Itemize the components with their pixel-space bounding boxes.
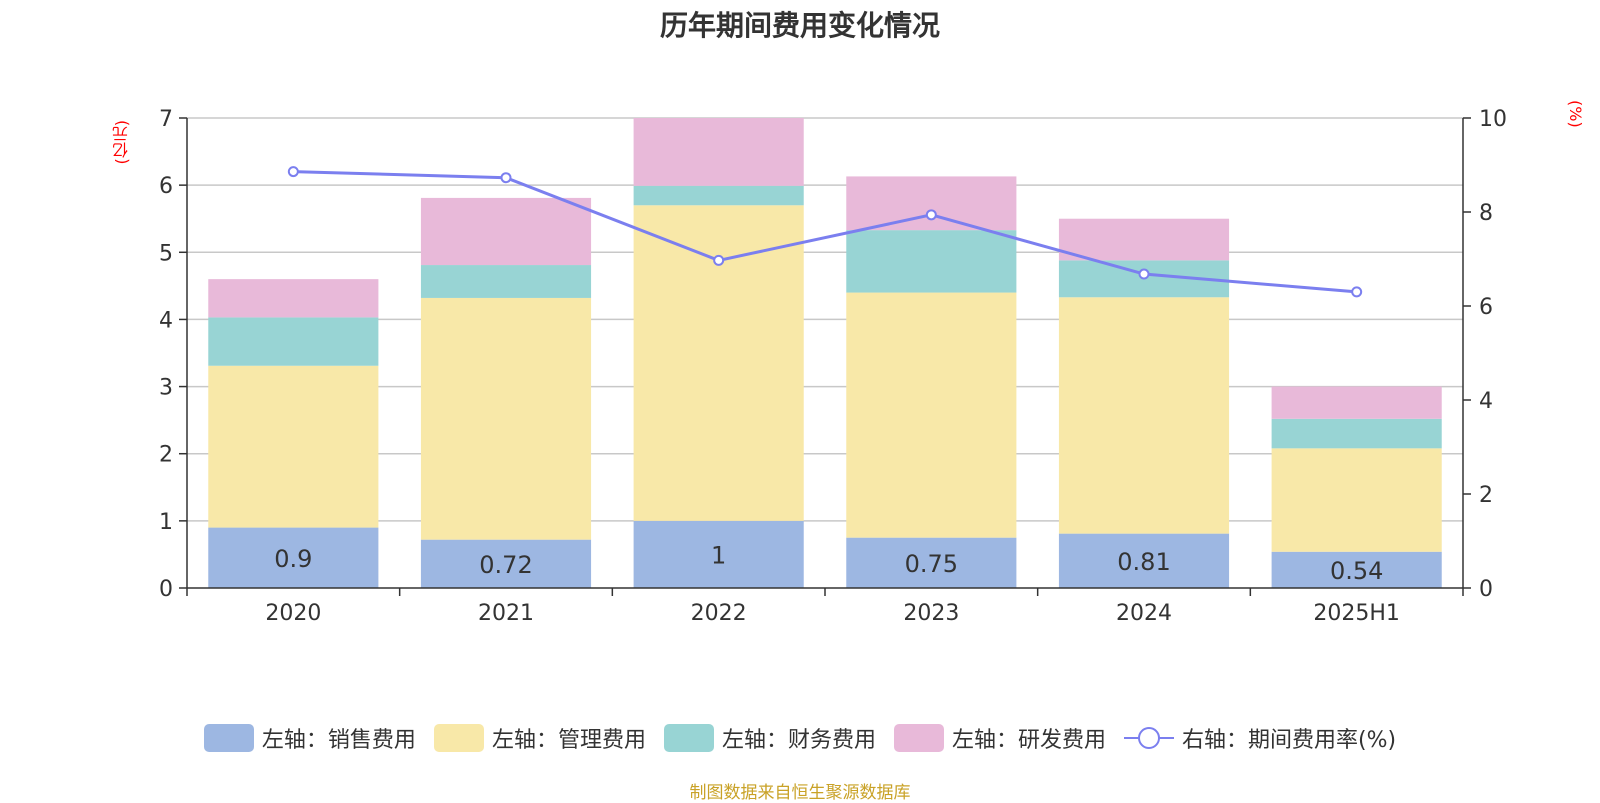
bar-data-label: 0.75: [905, 550, 958, 578]
left-axis-tick-label: 3: [159, 376, 173, 401]
legend-item-sales[interactable]: 左轴：销售费用: [203, 722, 416, 754]
bar-segment: [1271, 551, 1442, 588]
legend-item-admin[interactable]: 左轴：管理费用: [433, 722, 646, 754]
expense-rate-point: [925, 209, 937, 221]
left-axis-tick-label: 6: [159, 174, 173, 199]
expense-rate-point: [500, 172, 512, 184]
bar-segment: [1058, 533, 1230, 588]
bar-data-label: 1: [711, 541, 726, 569]
bar-segment: [633, 205, 804, 521]
x-axis-tick-label: 2025H1: [1313, 601, 1400, 626]
bar-segment: [420, 539, 592, 588]
bar-segment: [846, 537, 1017, 588]
left-axis-tick-label: 4: [159, 308, 173, 333]
bar-segment: [420, 265, 592, 298]
left-axis-tick-label: 2: [159, 443, 173, 468]
legend-swatch-sales: [203, 724, 254, 752]
right-axis-tick-label: 10: [1479, 107, 1507, 132]
bar-data-label: 0.54: [1330, 557, 1383, 585]
legend-item-rnd[interactable]: 左轴：研发费用: [893, 722, 1106, 754]
bar-data-label: 0.81: [1117, 548, 1170, 576]
x-axis-tick-label: 2020: [265, 601, 321, 626]
bar-segment: [208, 279, 379, 318]
legend-swatch-expense-rate: [1123, 724, 1174, 752]
bar-segment: [633, 520, 804, 588]
right-axis-tick-label: 0: [1479, 577, 1493, 602]
bar-segment: [208, 365, 379, 528]
bar-segment: [1271, 386, 1442, 419]
right-axis-tick-label: 4: [1479, 389, 1493, 414]
bar-data-label: 0.9: [274, 545, 312, 573]
chart-title: 历年期间费用变化情况: [659, 9, 940, 42]
bar-data-label: 0.72: [479, 551, 532, 579]
bar-segment: [633, 185, 804, 206]
x-axis-tick-label: 2022: [691, 601, 747, 626]
left-axis-unit: (亿元): [112, 120, 131, 165]
right-axis-tick-label: 6: [1479, 295, 1493, 320]
left-axis-tick-label: 5: [159, 241, 173, 266]
legend-item-expense-rate[interactable]: 右轴：期间费用率(%): [1123, 722, 1397, 754]
left-axis-tick-label: 7: [159, 107, 173, 132]
legend-swatch-finance: [663, 724, 714, 752]
bar-segment: [1271, 448, 1442, 552]
right-axis-unit: (%): [1566, 100, 1585, 128]
expense-rate-line: [293, 170, 1357, 294]
bar-segment: [1271, 418, 1442, 449]
bar-segment: [208, 527, 379, 588]
bar-segment: [208, 317, 379, 366]
legend: 左轴：销售费用 左轴：管理费用 左轴：财务费用 左轴：研发费用 右轴：期间费用率…: [0, 720, 1600, 756]
right-axis-tick-label: 8: [1479, 201, 1493, 226]
bar-segment: [1058, 297, 1230, 534]
expense-rate-point: [713, 254, 725, 266]
legend-swatch-admin: [433, 724, 484, 752]
bar-segment: [846, 292, 1017, 538]
legend-label-sales: 左轴：销售费用: [261, 728, 416, 753]
source-note: 制图数据来自恒生聚源数据库: [689, 783, 911, 803]
bar-segment: [1058, 218, 1230, 261]
legend-label-rnd: 左轴：研发费用: [951, 728, 1106, 753]
legend-swatch-rnd: [893, 724, 944, 752]
bar-segment: [420, 297, 592, 540]
expense-rate-point: [1138, 268, 1150, 280]
bar-segment: [633, 118, 804, 186]
bar-segment: [846, 176, 1017, 231]
legend-item-finance[interactable]: 左轴：财务费用: [663, 722, 876, 754]
x-axis-tick-label: 2024: [1116, 601, 1172, 626]
left-axis-tick-label: 1: [159, 510, 173, 535]
x-axis-tick-label: 2021: [478, 601, 534, 626]
left-axis-tick-label: 0: [159, 577, 173, 602]
legend-label-expense-rate: 右轴：期间费用率(%): [1181, 728, 1397, 753]
legend-label-finance: 左轴：财务费用: [721, 728, 876, 753]
expense-rate-point: [287, 166, 299, 178]
right-axis-tick-label: 2: [1479, 483, 1493, 508]
bar-segment: [420, 197, 592, 266]
x-axis-tick-label: 2023: [903, 601, 959, 626]
legend-label-admin: 左轴：管理费用: [491, 728, 646, 753]
expense-rate-point: [1351, 286, 1363, 298]
bar-segment: [846, 230, 1017, 293]
